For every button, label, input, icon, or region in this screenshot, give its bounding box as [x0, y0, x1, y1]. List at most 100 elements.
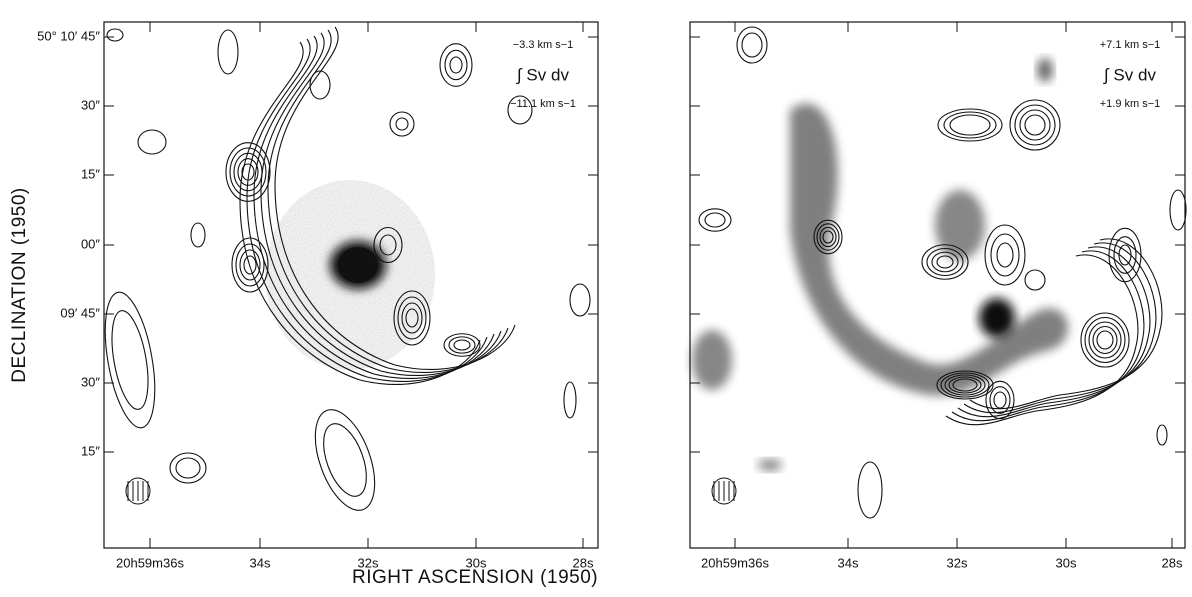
- optical-image: [1037, 58, 1053, 82]
- contour: [239, 41, 481, 385]
- contour: [822, 230, 834, 244]
- contour: [1009, 99, 1061, 151]
- contour: [253, 35, 495, 379]
- integral-label: ∫ Sv dv: [1103, 65, 1156, 84]
- x-axis-title: RIGHT ASCENSION (1950): [352, 567, 598, 588]
- contour: [698, 208, 732, 232]
- contour: [106, 28, 124, 42]
- optical-image: [935, 190, 985, 260]
- contour: [389, 111, 415, 137]
- contour: [1156, 424, 1168, 446]
- contour: [819, 226, 837, 248]
- contour: [1024, 114, 1046, 136]
- contour: [1169, 189, 1187, 231]
- contour: [1092, 325, 1118, 355]
- contour: [1118, 244, 1132, 266]
- contour: [816, 223, 840, 251]
- contour: [453, 339, 471, 351]
- contour: [397, 296, 427, 340]
- contour: [937, 108, 1003, 142]
- y-tick-label: 30″: [81, 374, 100, 389]
- contour: [274, 26, 516, 370]
- contour: [996, 242, 1014, 268]
- contour: [448, 336, 476, 354]
- contour: [931, 251, 959, 273]
- contour: [1113, 236, 1137, 274]
- contour: [217, 29, 239, 75]
- contour: [449, 56, 463, 74]
- contour: [741, 32, 763, 58]
- contour: [563, 381, 577, 419]
- contour: [943, 111, 997, 139]
- optical-image: [790, 103, 1069, 396]
- contour: [1014, 104, 1056, 146]
- panel-frame: [103, 21, 599, 549]
- contour: [985, 380, 1015, 420]
- x-tick-label: 20h59m36s: [701, 555, 769, 570]
- optical-image: [979, 298, 1015, 338]
- y-tick-label: 15″: [81, 443, 100, 458]
- contour: [243, 255, 257, 275]
- contour: [229, 147, 267, 197]
- x-tick-label: 28s: [573, 555, 594, 570]
- contour: [704, 212, 726, 228]
- contour: [940, 372, 990, 398]
- contour: [936, 370, 994, 400]
- x-tick-label: 34s: [838, 555, 859, 570]
- optical-image: [758, 459, 782, 471]
- x-tick-label: 32s: [947, 555, 968, 570]
- contour: [1108, 227, 1142, 283]
- contour: [857, 461, 883, 519]
- x-tick-label: 30s: [466, 555, 487, 570]
- contour: [443, 333, 481, 357]
- contour: [952, 378, 978, 392]
- contour: [309, 70, 331, 100]
- contour: [111, 310, 149, 410]
- contour: [190, 222, 206, 248]
- contour: [239, 249, 261, 281]
- y-tick-label: 09′ 45″: [60, 305, 100, 320]
- contour: [246, 38, 488, 382]
- contour: [314, 409, 376, 511]
- panel-frame: [689, 21, 1186, 549]
- contour: [373, 226, 403, 264]
- x-tick-label: 32s: [358, 555, 379, 570]
- contour: [395, 117, 409, 131]
- velocity-upper: +7.1 km s−1: [1100, 39, 1161, 51]
- contour: [237, 158, 259, 186]
- contour: [401, 302, 423, 334]
- contour: [104, 291, 156, 429]
- contour: [233, 152, 263, 192]
- beam-ellipse: [711, 477, 737, 505]
- y-tick-label: 15″: [81, 166, 100, 181]
- contour: [1080, 312, 1130, 368]
- contour: [379, 234, 397, 256]
- contour: [225, 142, 271, 202]
- beam-ellipse: [125, 477, 151, 505]
- velocity-upper: −3.3 km s−1: [513, 39, 574, 51]
- contour: [989, 386, 1011, 414]
- contour: [990, 233, 1020, 277]
- contour: [944, 374, 986, 396]
- contour: [241, 163, 255, 181]
- contour: [323, 423, 367, 497]
- x-tick-label: 30s: [1056, 555, 1077, 570]
- contour: [405, 308, 419, 328]
- contour: [267, 29, 509, 373]
- contour: [260, 32, 502, 376]
- y-axis-title: DECLINATION (1950): [9, 187, 30, 383]
- contour: [948, 376, 982, 394]
- contour: [393, 290, 431, 346]
- contour: [813, 219, 843, 255]
- contour: [936, 255, 954, 269]
- contour: [1084, 316, 1126, 364]
- contour: [175, 457, 201, 479]
- contour: [921, 244, 969, 280]
- contour: [945, 254, 1139, 426]
- contour: [235, 243, 265, 287]
- contour: [1024, 269, 1046, 291]
- contour: [1088, 321, 1122, 359]
- contour: [993, 391, 1007, 409]
- contour: [169, 452, 207, 484]
